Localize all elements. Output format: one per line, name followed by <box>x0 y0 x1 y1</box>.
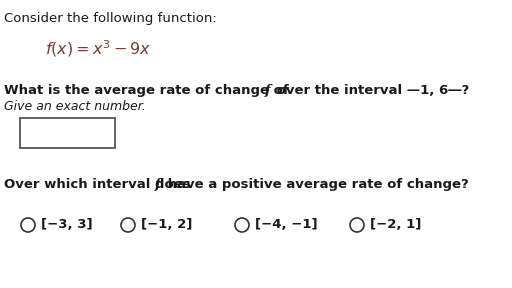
Text: What is the average rate of change of: What is the average rate of change of <box>4 84 293 97</box>
Bar <box>20 118 115 148</box>
Text: Over which interval does: Over which interval does <box>4 178 195 191</box>
Text: [−2, 1]: [−2, 1] <box>370 219 421 232</box>
Text: Give an exact number.: Give an exact number. <box>4 100 146 113</box>
Text: f: f <box>265 84 271 97</box>
Circle shape <box>350 218 364 232</box>
Text: [−1, 2]: [−1, 2] <box>141 219 193 232</box>
Circle shape <box>235 218 249 232</box>
Text: over the interval —1, 6―?: over the interval —1, 6―? <box>272 84 470 97</box>
Text: [−3, 3]: [−3, 3] <box>41 219 93 232</box>
Text: have a positive average rate of change?: have a positive average rate of change? <box>163 178 469 191</box>
Text: f: f <box>155 178 161 191</box>
Text: [−4, −1]: [−4, −1] <box>255 219 317 232</box>
Circle shape <box>21 218 35 232</box>
Text: Consider the following function:: Consider the following function: <box>4 12 217 25</box>
Text: $f(x) = x^3 - 9x$: $f(x) = x^3 - 9x$ <box>45 38 152 59</box>
Circle shape <box>121 218 135 232</box>
